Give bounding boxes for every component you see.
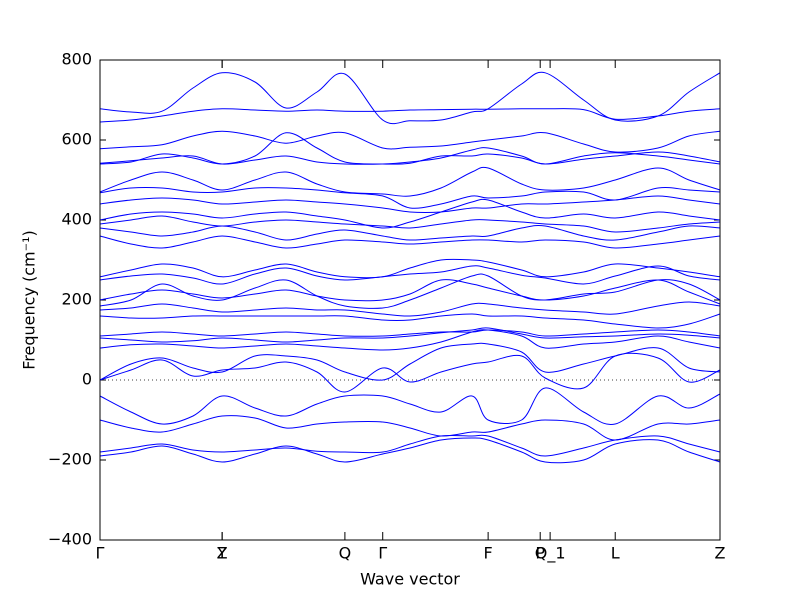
band-line — [99, 434, 721, 457]
band-line — [99, 327, 721, 343]
x-tick-label: Z — [715, 544, 726, 563]
band-line — [99, 108, 721, 123]
band-line — [99, 132, 721, 165]
y-tick-label: 200 — [61, 290, 92, 309]
x-tick-label: P — [535, 544, 545, 563]
band-line — [99, 352, 721, 393]
band-line — [99, 235, 721, 249]
band-line — [99, 387, 721, 425]
band-line — [99, 166, 721, 197]
band-line — [99, 258, 721, 279]
band-line — [99, 415, 721, 441]
x-tick-label: F — [484, 544, 493, 563]
band-line — [99, 265, 721, 285]
band-line — [99, 225, 721, 241]
y-tick-label: −400 — [48, 530, 92, 549]
band-line — [99, 437, 721, 464]
band-line — [99, 71, 721, 125]
band-line — [99, 279, 721, 302]
y-tick-label: 400 — [61, 210, 92, 229]
band-line — [99, 273, 721, 309]
y-tick-label: 600 — [61, 130, 92, 149]
x-tick-label: Γ — [96, 544, 105, 563]
band-line — [99, 342, 721, 381]
band-line — [99, 215, 721, 233]
band-line — [99, 198, 721, 229]
band-line — [99, 301, 721, 317]
x-tick-label: Y — [216, 544, 227, 563]
y-tick-label: 0 — [82, 370, 92, 389]
x-tick-label: L — [611, 544, 620, 563]
band-line — [99, 313, 721, 329]
x-tick-label: Q_1 — [535, 544, 566, 564]
y-tick-label: −200 — [48, 450, 92, 469]
x-tick-label: Γ — [378, 544, 387, 563]
x-tick-label: Z — [217, 544, 228, 563]
band-line — [99, 195, 721, 214]
band-line — [99, 329, 721, 351]
band-line — [99, 329, 721, 337]
band-line — [99, 186, 721, 209]
plot-frame — [99, 59, 721, 541]
y-tick-label: 800 — [61, 50, 92, 69]
band-line — [99, 147, 721, 165]
y-axis-label: Frequency (cm⁻¹) — [20, 230, 39, 369]
x-axis-label: Wave vector — [360, 570, 460, 589]
x-tick-label: Q — [339, 544, 352, 563]
band-line — [99, 130, 721, 153]
